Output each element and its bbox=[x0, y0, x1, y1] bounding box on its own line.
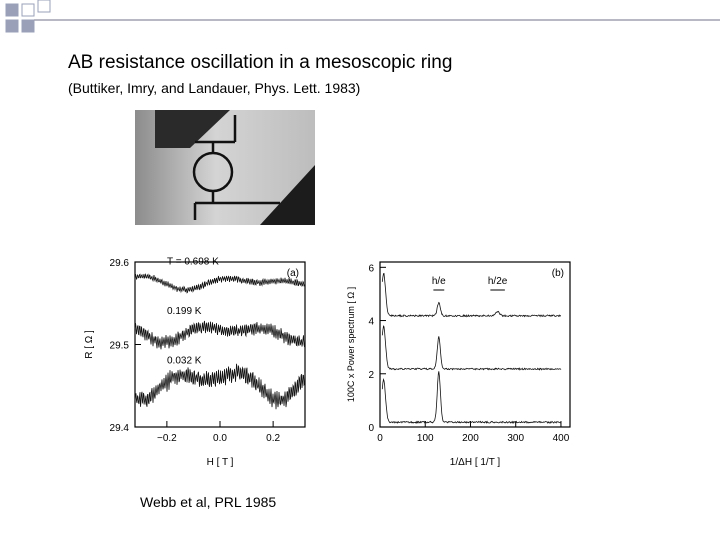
panel-a-series-line bbox=[134, 320, 306, 350]
panel-b-frame bbox=[379, 261, 571, 428]
panel-a-series-line bbox=[134, 363, 306, 410]
decorative-header bbox=[5, 0, 720, 33]
panel-b-power-spectrum-plot: 0 2 4 6 0 100 200 300 400 1/ΔH [ 1/T ] 100C x Powe… bbox=[346, 261, 571, 468]
panel-a-y-tick-label: 29.4 bbox=[110, 423, 130, 434]
panel-a-y-tick-label: 29.6 bbox=[110, 258, 130, 269]
slide-title: AB resistance oscillation in a mesoscopi… bbox=[68, 52, 453, 73]
decor-square bbox=[21, 19, 35, 33]
panel-b-x-tick-label: 400 bbox=[553, 433, 570, 444]
panel-a-series-line bbox=[134, 273, 306, 294]
panel-a-series-label: 0.032 K bbox=[167, 356, 202, 367]
decor-square bbox=[21, 3, 35, 17]
panel-a-x-tick-label: 0.0 bbox=[213, 433, 227, 444]
panel-b-series-line bbox=[381, 325, 562, 371]
panel-a-series-label: 0.199 K bbox=[167, 306, 202, 317]
panel-a-x-tick-label: 0.2 bbox=[266, 433, 280, 444]
panel-b-label: (b) bbox=[552, 268, 564, 279]
decor-square bbox=[5, 3, 19, 17]
decor-square bbox=[37, 0, 51, 13]
lower-lead-pad bbox=[260, 165, 315, 225]
panel-a-label: (a) bbox=[287, 268, 299, 279]
panel-b-y-tick-label: 2 bbox=[368, 370, 374, 381]
ring-micrograph bbox=[135, 110, 315, 225]
panel-a-resistance-plot: 29.4 29.5 29.6 −0.2 0.0 0.2 H [ T ] R [ Ω ] (a) T… bbox=[84, 257, 306, 468]
panel-b-annotation-h-over-2e: h/2e bbox=[488, 276, 508, 287]
panel-b-x-tick-label: 0 bbox=[377, 433, 383, 444]
upper-lead-pad bbox=[155, 110, 230, 148]
panel-a-x-label: H [ T ] bbox=[207, 457, 234, 468]
panel-a-y-label: R [ Ω ] bbox=[84, 330, 95, 359]
slide-subtitle: (Buttiker, Imry, and Landauer, Phys. Let… bbox=[68, 80, 361, 96]
panel-b-y-tick-label: 4 bbox=[368, 317, 374, 328]
panel-b-annotation-h-over-e: h/e bbox=[432, 276, 446, 287]
panel-b-series-line bbox=[381, 272, 562, 318]
decor-square bbox=[5, 19, 19, 33]
figure-credit: Webb et al, PRL 1985 bbox=[140, 494, 277, 510]
panel-a-x-tick-label: −0.2 bbox=[157, 433, 177, 444]
panel-b-x-tick-label: 200 bbox=[462, 433, 479, 444]
panel-b-series-line bbox=[381, 371, 562, 425]
panel-b-x-tick-label: 300 bbox=[507, 433, 524, 444]
ring-structure bbox=[192, 115, 280, 220]
panel-b-x-label: 1/ΔH [ 1/T ] bbox=[450, 457, 501, 468]
panel-b-y-tick-label: 6 bbox=[368, 263, 374, 274]
decorative-squares bbox=[5, 0, 51, 33]
panel-b-x-tick-label: 100 bbox=[417, 433, 434, 444]
panel-b-y-tick-label: 0 bbox=[368, 423, 374, 434]
panel-a-y-tick-label: 29.5 bbox=[110, 341, 130, 352]
panel-a-series-label: T = 0.698 K bbox=[167, 257, 219, 268]
panel-b-y-label: 100C x Power spectrum [ Ω ] bbox=[346, 287, 356, 402]
